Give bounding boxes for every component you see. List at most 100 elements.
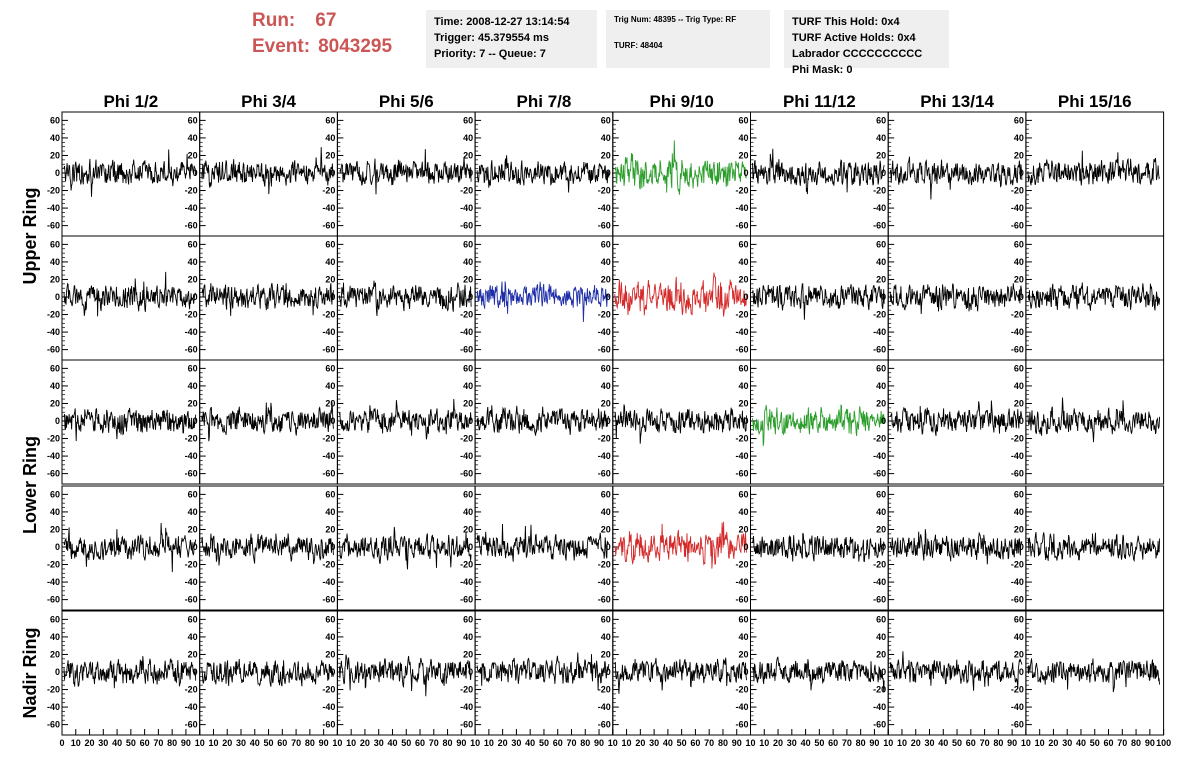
- y-tick-label: 40: [876, 632, 886, 642]
- x-tick-label: 90: [319, 738, 329, 748]
- y-tick-label: -60: [47, 345, 60, 355]
- panel-frame-r3c7: [1025, 485, 1165, 611]
- y-tick-label: -20: [1011, 560, 1024, 570]
- x-tick-label: 20: [911, 738, 921, 748]
- y-tick-label: 40: [463, 257, 473, 267]
- y-tick-label: -60: [598, 595, 611, 605]
- y-tick-label: -20: [460, 685, 473, 695]
- y-tick-label: 0: [55, 416, 60, 426]
- x-tick-label: 40: [1076, 738, 1086, 748]
- waveform-r4c6: [889, 651, 1023, 691]
- y-tick-label: 60: [188, 489, 198, 499]
- x-tick-label: 90: [1145, 738, 1155, 748]
- y-tick-label: 20: [50, 524, 60, 534]
- y-tick-label: 20: [876, 649, 886, 659]
- y-tick-label: 60: [738, 115, 748, 125]
- ring-label-2: Lower Ring: [20, 436, 40, 534]
- y-tick-label: 40: [1014, 133, 1024, 143]
- y-tick-label: -20: [1011, 685, 1024, 695]
- y-tick-label: 60: [463, 489, 473, 499]
- y-tick-label: -40: [185, 327, 198, 337]
- event-value: 8043295: [318, 36, 393, 57]
- y-tick-label: -40: [735, 577, 748, 587]
- y-tick-label: 40: [188, 381, 198, 391]
- y-tick-label: 40: [50, 632, 60, 642]
- y-tick-label: 20: [188, 524, 198, 534]
- y-tick-label: -20: [598, 186, 611, 196]
- y-tick-label: 0: [193, 542, 198, 552]
- x-tick-label: 50: [952, 738, 962, 748]
- y-tick-label: -40: [1011, 451, 1024, 461]
- run-row: Run: 67: [252, 8, 422, 34]
- y-tick-label: -60: [185, 469, 198, 479]
- x-tick-label: 60: [415, 738, 425, 748]
- y-tick-label: -40: [47, 327, 60, 337]
- x-tick-label: 20: [773, 738, 783, 748]
- x-tick-label: 70: [153, 738, 163, 748]
- y-tick-label: 0: [1019, 542, 1024, 552]
- y-tick-label: -20: [873, 310, 886, 320]
- y-tick-label: 20: [876, 524, 886, 534]
- y-tick-label: 0: [55, 168, 60, 178]
- waveform-r1c3: [476, 281, 610, 323]
- waveform-r0c1: [201, 147, 334, 195]
- x-tick-label: 10: [897, 738, 907, 748]
- y-tick-label: 0: [743, 416, 748, 426]
- waveform-r4c5: [752, 656, 885, 693]
- y-tick-label: 40: [50, 381, 60, 391]
- y-tick-label: -60: [598, 345, 611, 355]
- y-tick-label: -40: [1011, 203, 1024, 213]
- waveform-r4c7: [1027, 658, 1161, 693]
- y-tick-label: 0: [55, 542, 60, 552]
- y-tick-label: -40: [598, 702, 611, 712]
- y-tick-label: 60: [601, 489, 611, 499]
- x-tick-label: 50: [539, 738, 549, 748]
- y-tick-label: -60: [460, 595, 473, 605]
- x-tick-label: 80: [167, 738, 177, 748]
- y-tick-label: 20: [601, 398, 611, 408]
- y-tick-label: 0: [193, 667, 198, 677]
- y-tick-label: 60: [1014, 614, 1024, 624]
- priority-text: Priority: 7 -- Queue: 7: [434, 48, 546, 60]
- y-tick-label: -20: [598, 310, 611, 320]
- waveform-r1c7: [1027, 282, 1161, 311]
- waveform-r4c4: [614, 657, 747, 694]
- y-tick-label: -40: [873, 702, 886, 712]
- y-tick-label: 40: [601, 257, 611, 267]
- x-tick-label: 10: [346, 738, 356, 748]
- y-tick-label: 60: [738, 239, 748, 249]
- y-tick-label: 0: [193, 416, 198, 426]
- x-tick-label: 20: [1048, 738, 1058, 748]
- x-tick-label: 50: [126, 738, 136, 748]
- y-tick-label: 20: [463, 398, 473, 408]
- y-tick-label: 20: [601, 150, 611, 160]
- column-title-2: Phi 3/4: [241, 92, 296, 111]
- y-tick-label: 20: [463, 524, 473, 534]
- y-tick-label: -60: [185, 345, 198, 355]
- y-tick-label: 60: [325, 363, 335, 373]
- y-tick-label: 40: [463, 507, 473, 517]
- y-tick-label: -40: [460, 327, 473, 337]
- y-tick-label: 40: [1014, 507, 1024, 517]
- x-tick-label: 20: [360, 738, 370, 748]
- x-tick-label: 80: [1131, 738, 1141, 748]
- y-tick-label: -60: [460, 345, 473, 355]
- x-tick-label: 90: [732, 738, 742, 748]
- waveform-r4c2: [338, 654, 472, 697]
- y-tick-label: 40: [188, 133, 198, 143]
- y-tick-label: 40: [325, 381, 335, 391]
- y-tick-label: 0: [606, 168, 611, 178]
- y-tick-label: 60: [876, 489, 886, 499]
- x-tick-label: 40: [663, 738, 673, 748]
- x-tick-label: 70: [1117, 738, 1127, 748]
- y-tick-label: -20: [460, 310, 473, 320]
- y-tick-label: -20: [185, 186, 198, 196]
- y-tick-label: 60: [50, 115, 60, 125]
- y-tick-label: -20: [322, 560, 335, 570]
- waveform-r2c0: [63, 407, 197, 442]
- y-tick-label: 0: [55, 667, 60, 677]
- y-tick-label: 20: [50, 150, 60, 160]
- event-row: Event: 8043295: [252, 34, 422, 60]
- x-tick-label: 30: [374, 738, 384, 748]
- waveform-r2c2: [338, 398, 472, 440]
